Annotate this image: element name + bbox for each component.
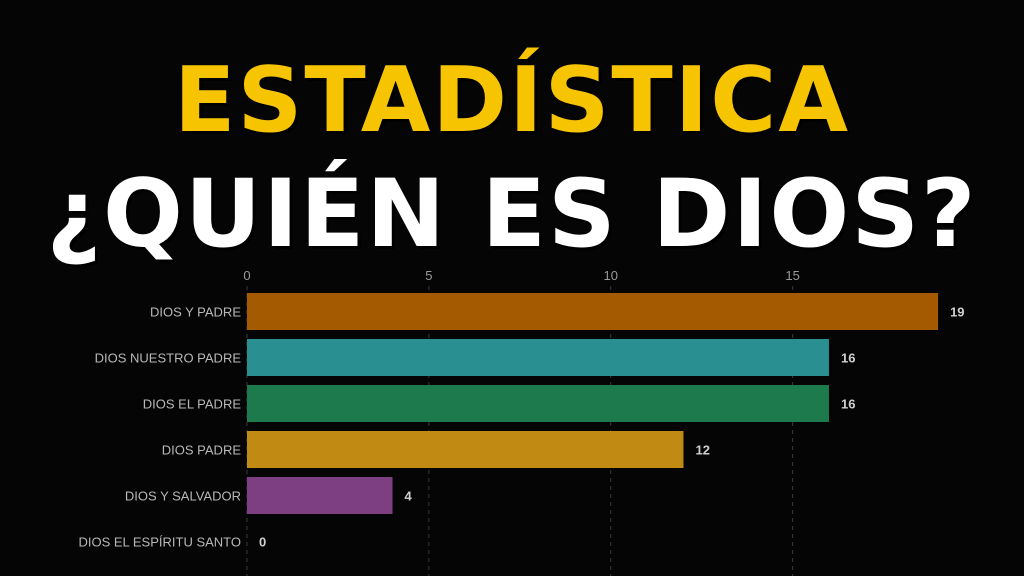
title-line-1: ESTADÍSTICA xyxy=(174,48,850,153)
category-label: DIOS EL ESPÍRITU SANTO xyxy=(78,535,241,550)
bar-chart: 0 5 10 15 DIOS Y PADRE 19 DIOS NUESTRO PADRE 1… xyxy=(78,268,965,576)
value-label: 16 xyxy=(841,397,855,412)
category-label: DIOS PADRE xyxy=(162,443,242,458)
value-label: 4 xyxy=(404,489,412,504)
value-label: 16 xyxy=(841,351,855,366)
category-label: DIOS EL PADRE xyxy=(143,397,242,412)
bar xyxy=(247,477,393,514)
bar xyxy=(247,339,829,376)
title-line-2: ¿QUIÉN ES DIOS? xyxy=(46,160,978,269)
category-label: DIOS NUESTRO PADRE xyxy=(95,351,242,366)
bar xyxy=(247,431,684,468)
value-label: 0 xyxy=(259,535,266,550)
category-label: DIOS Y PADRE xyxy=(150,305,241,320)
bar xyxy=(247,385,829,422)
bar xyxy=(247,293,939,330)
value-label: 19 xyxy=(950,305,964,320)
x-tick-label: 5 xyxy=(425,268,432,283)
value-label: 12 xyxy=(695,443,709,458)
x-tick-label: 15 xyxy=(785,268,799,283)
bars: DIOS Y PADRE 19 DIOS NUESTRO PADRE 16 DIOS E… xyxy=(78,293,965,550)
category-label: DIOS Y SALVADOR xyxy=(125,489,241,504)
x-tick-label: 10 xyxy=(603,268,617,283)
x-axis-ticks: 0 5 10 15 xyxy=(243,268,799,283)
x-tick-label: 0 xyxy=(243,268,250,283)
